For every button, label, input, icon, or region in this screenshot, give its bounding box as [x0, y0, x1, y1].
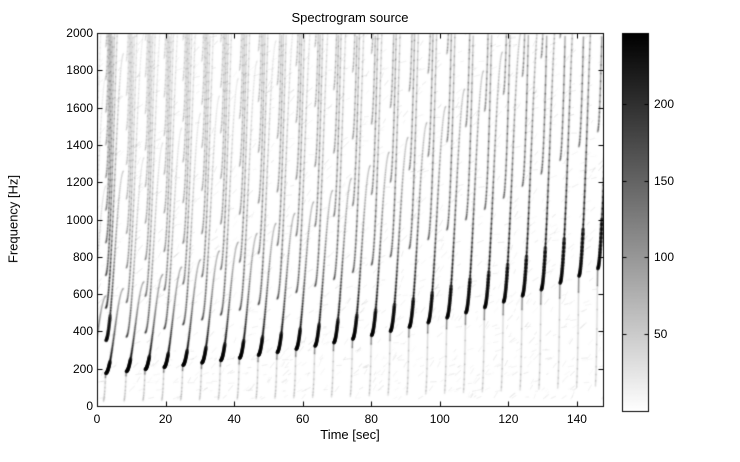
y-tick-label: 400 — [72, 324, 93, 339]
y-tick-label: 1000 — [66, 212, 93, 227]
y-tick-label: 200 — [72, 361, 93, 376]
x-tick-label: 40 — [227, 412, 241, 426]
y-tick-label: 800 — [72, 249, 93, 264]
x-tick-label: 20 — [158, 412, 173, 426]
x-tick-label: 80 — [364, 412, 378, 426]
colorbar-tick-label: 100 — [654, 250, 675, 265]
y-tick-label: 600 — [72, 287, 93, 302]
x-tick-label: 140 — [566, 412, 587, 426]
colorbar-tick-label: 150 — [654, 173, 675, 188]
y-tick-label: 2000 — [66, 26, 93, 40]
x-tick-label: 0 — [93, 412, 101, 426]
colorbar-tick-label: 200 — [654, 96, 675, 111]
colorbar-tick-label: 50 — [654, 327, 668, 342]
x-tick-label: 120 — [498, 412, 519, 426]
y-axis-label: Frequency [Hz] — [5, 174, 21, 264]
y-tick-label: 1400 — [66, 137, 93, 152]
y-tick-label: 1800 — [66, 63, 93, 78]
y-tick-label: 1600 — [66, 100, 93, 115]
x-axis-label: Time [sec] — [320, 427, 380, 442]
x-tick-label: 60 — [296, 412, 310, 426]
plot-title: Spectrogram source — [291, 10, 409, 25]
y-tick-label: 0 — [86, 399, 93, 413]
x-tick-label: 100 — [429, 412, 450, 426]
y-tick-label: 1200 — [66, 175, 93, 190]
